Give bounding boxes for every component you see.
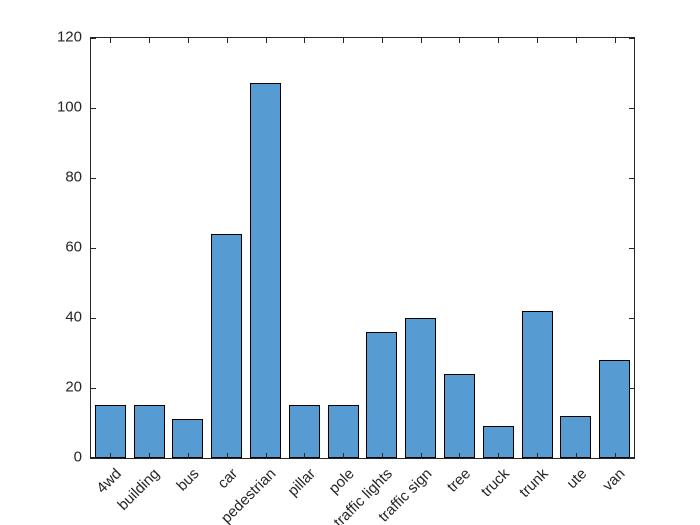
x-tick-label: trunk [515,465,552,501]
x-tick-mark [381,453,383,458]
y-tick-mark [91,388,96,389]
x-tick-label: pole [325,465,358,498]
y-tick-mark-right [629,178,634,179]
x-tick-mark-top [304,38,306,43]
x-tick-label: tree [443,465,474,496]
bar-trunk [521,311,553,458]
x-tick-mark-top [420,38,422,43]
bar-van [599,360,631,458]
x-tick-label: building [114,465,164,514]
y-tick-mark-right [629,108,634,109]
bar-pedestrian [250,83,282,458]
x-tick-mark-top [187,38,189,43]
x-tick-mark [149,453,151,458]
x-tick-mark-top [343,38,345,43]
y-tick-mark-right [629,318,634,319]
x-tick-mark-top [537,38,539,43]
x-tick-mark [614,453,616,458]
x-tick-mark [187,453,189,458]
x-tick-mark [304,453,306,458]
x-tick-label: pillar [284,465,319,500]
x-tick-mark [343,453,345,458]
bar-car [211,234,243,458]
x-tick-mark-top [614,38,616,43]
y-tick-label: 0 [73,448,82,466]
y-axis-labels: 0 20 40 60 80 100 120 [0,30,82,465]
x-tick-mark-top [575,38,577,43]
bar-ute [560,416,592,458]
x-tick-label: bus [173,465,203,495]
y-tick-label: 40 [65,308,82,326]
plot-area [90,37,635,459]
bar-building [133,405,165,458]
bar-pole [327,405,359,458]
x-tick-mark [110,453,112,458]
y-tick-mark-right [629,457,634,458]
x-tick-mark-top [459,38,461,43]
x-tick-mark [537,453,539,458]
x-tick-mark-top [265,38,267,43]
x-tick-mark-top [381,38,383,43]
x-axis-labels: 4wd building bus car pedestrian pillar pole tra… [90,464,635,525]
x-tick-label: truck [477,465,513,501]
bar-4wd [94,405,126,458]
y-tick-label: 60 [65,238,82,256]
y-tick-mark [91,38,96,39]
x-tick-mark [226,453,228,458]
bar-truck [482,426,514,458]
x-tick-mark [459,453,461,458]
bar-traffic-sign [405,318,437,458]
x-tick-mark-top [498,38,500,43]
y-tick-mark [91,248,96,249]
bar-bus [172,419,204,458]
x-tick-label: 4wd [93,465,125,497]
x-tick-mark [498,453,500,458]
y-tick-mark-right [629,248,634,249]
x-tick-mark [575,453,577,458]
y-tick-mark [91,318,96,319]
x-tick-mark-top [149,38,151,43]
y-tick-mark-right [629,388,634,389]
y-tick-label: 120 [56,28,82,46]
y-tick-label: 100 [56,98,82,116]
y-tick-mark [91,108,96,109]
y-tick-mark [91,178,96,179]
x-tick-mark [420,453,422,458]
bar-pillar [288,405,320,458]
x-tick-mark-top [226,38,228,43]
x-tick-label: van [599,465,629,495]
x-tick-label: car [214,465,242,493]
bar-tree [443,374,475,458]
y-tick-label: 20 [65,378,82,396]
y-tick-mark-right [629,38,634,39]
x-tick-mark-top [110,38,112,43]
y-tick-mark [91,457,96,458]
x-tick-label: ute [563,465,591,493]
x-tick-mark [265,453,267,458]
bar-traffic-lights [366,332,398,458]
y-tick-label: 80 [65,168,82,186]
